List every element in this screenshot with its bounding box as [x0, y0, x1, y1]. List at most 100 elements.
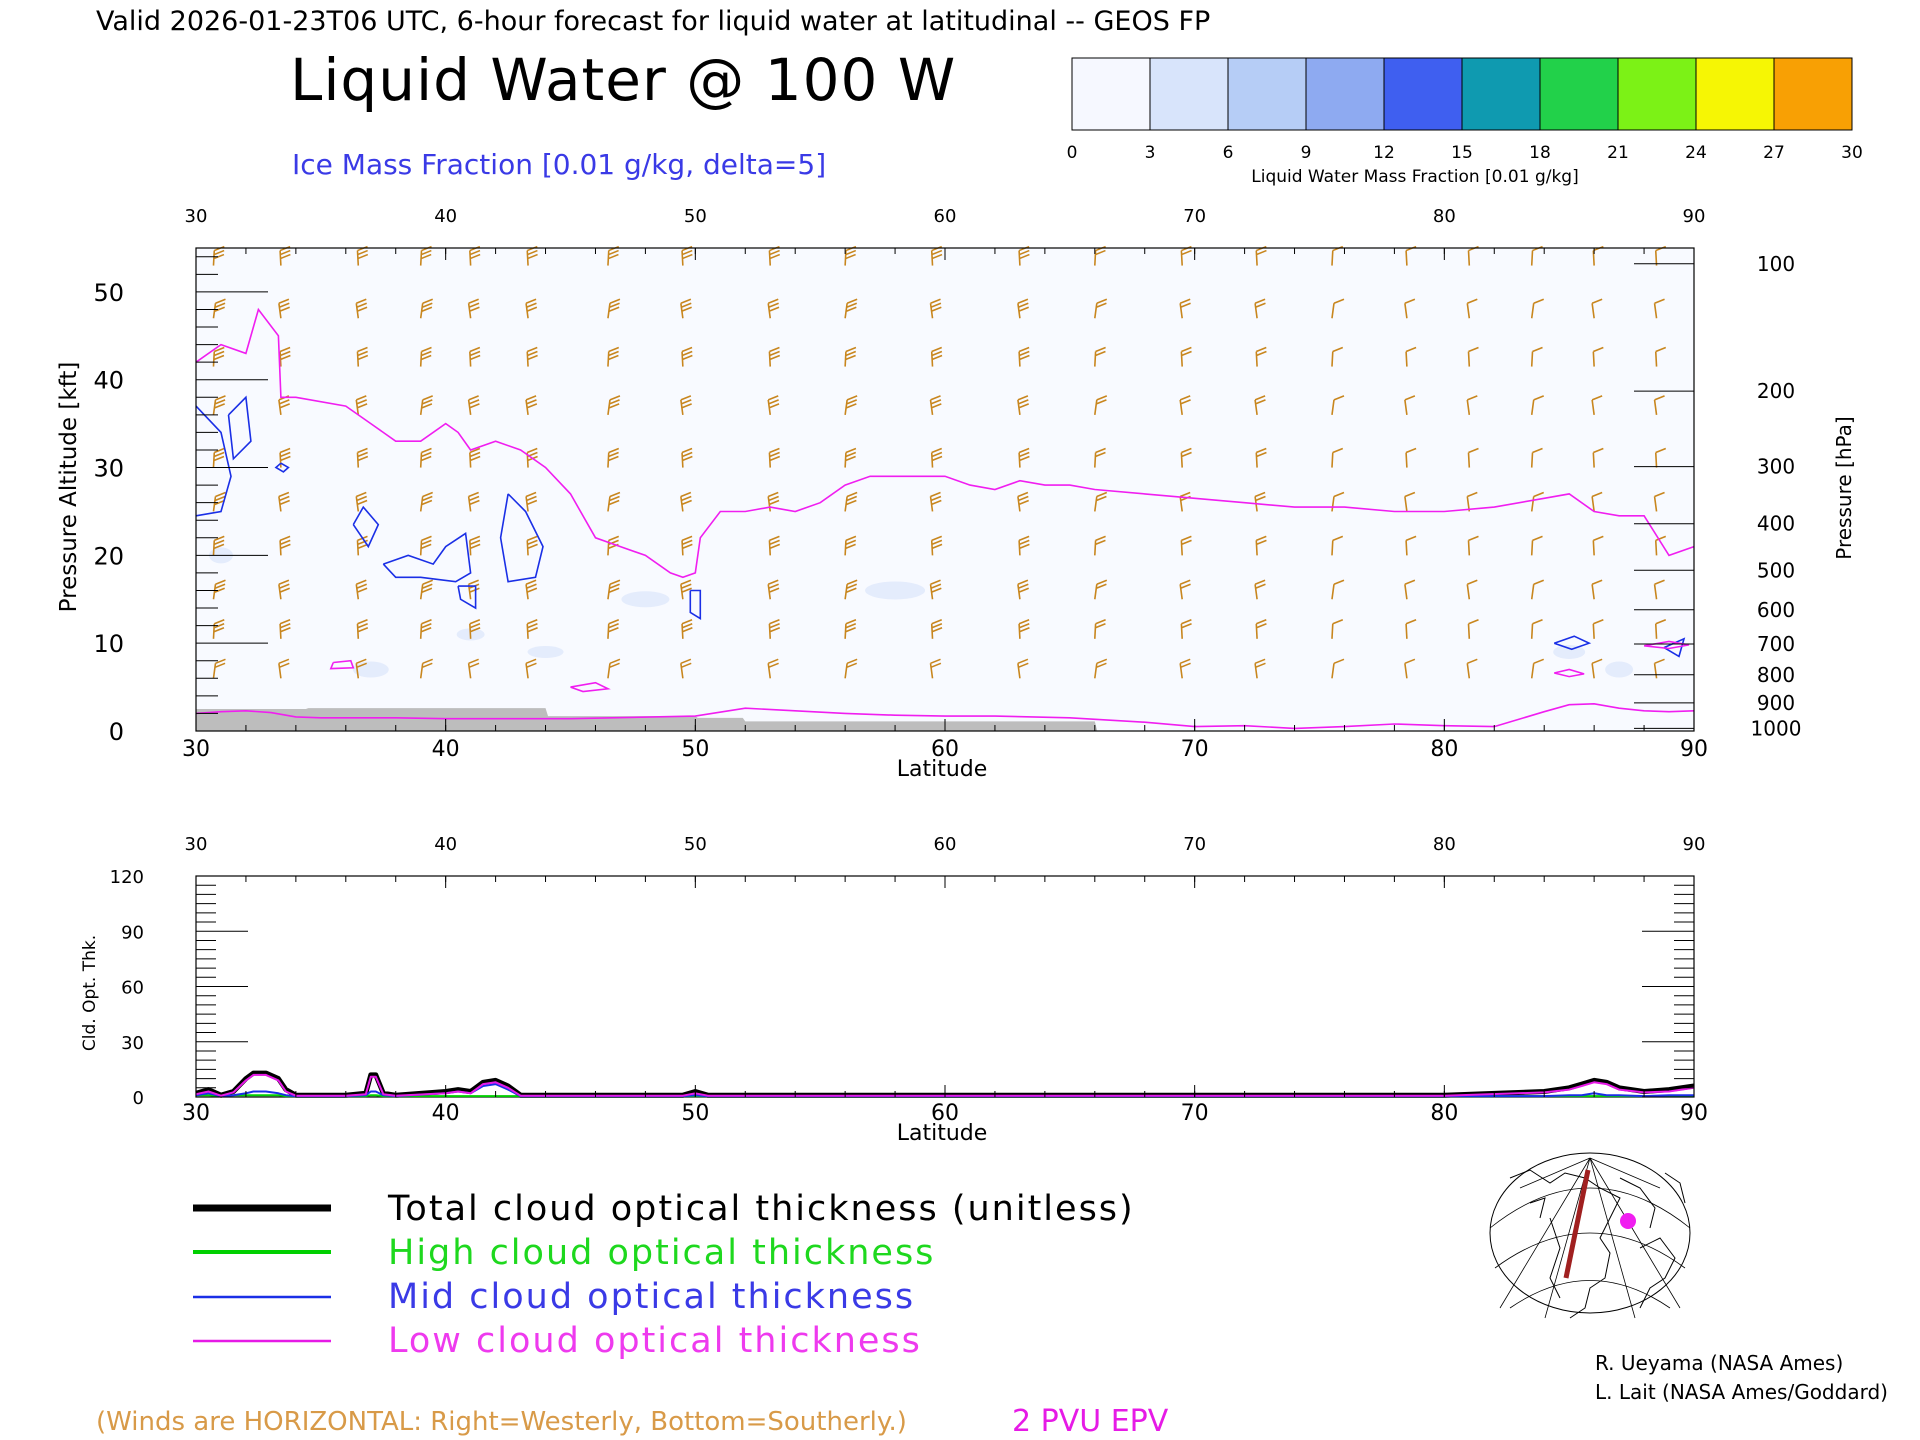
wind-barb	[1180, 535, 1192, 556]
wind-barb	[607, 395, 621, 415]
x-tick-label-top: 80	[1433, 206, 1456, 227]
wind-barb	[1254, 658, 1266, 679]
wind-barb	[607, 658, 621, 679]
wind-barb	[356, 346, 369, 367]
wind-barb	[930, 447, 943, 468]
wind-barb	[844, 346, 857, 367]
wind-barb	[1405, 346, 1417, 367]
wind-barb	[768, 619, 781, 639]
wind-barb	[1331, 395, 1345, 415]
legend-label-high: High cloud optical thickness	[388, 1233, 935, 1273]
legend-label-total: Total cloud optical thickness (unitless)	[387, 1189, 1135, 1229]
pressure-tick-label: 800	[1757, 663, 1795, 687]
wind-barb	[1094, 579, 1108, 600]
legend-label-mid: Mid cloud optical thickness	[388, 1277, 915, 1317]
wind-barb	[1094, 298, 1108, 319]
wind-barb	[526, 619, 538, 639]
wind-barb	[1180, 346, 1192, 367]
wind-barb	[1466, 395, 1478, 415]
wind-barb	[1094, 658, 1108, 679]
valid-line: Valid 2026-01-23T06 UTC, 6-hour forecast…	[96, 6, 1210, 37]
wind-barb	[1530, 346, 1543, 367]
wind-barb	[844, 535, 857, 556]
wind-barb	[469, 447, 481, 468]
wind-barb	[419, 395, 433, 415]
wind-barb	[1592, 346, 1604, 367]
wind-barb	[1653, 658, 1665, 679]
x-tick-label: 50	[681, 1101, 709, 1126]
wind-barb	[1255, 619, 1267, 639]
colorbar-swatch	[1695, 57, 1775, 131]
legend: Total cloud optical thickness (unitless)…	[193, 1189, 1135, 1361]
main-title: Liquid Water @ 100 W	[290, 46, 956, 114]
top-ylabel-right: Pressure [hPa]	[1832, 416, 1856, 559]
wind-barb	[212, 447, 225, 468]
wind-barb	[1094, 619, 1106, 639]
x-tick-label: 30	[182, 1101, 210, 1126]
colorbar-swatch	[1539, 57, 1619, 131]
wind-barb	[1404, 658, 1416, 679]
y-tick-label: 60	[121, 978, 144, 999]
top-ylabel: Pressure Altitude [kft]	[56, 362, 82, 613]
liquid-water-blob	[1553, 644, 1586, 659]
y-tick-label: 90	[121, 922, 144, 943]
wind-barb	[1404, 298, 1416, 319]
pressure-tick-label: 900	[1757, 691, 1795, 715]
plot-background	[196, 248, 1694, 731]
colorbar-swatch	[1383, 57, 1463, 131]
wind-barb	[1255, 346, 1267, 367]
wind-barb	[1254, 395, 1266, 415]
y-tick-label: 0	[109, 718, 124, 746]
wind-barb	[419, 447, 432, 468]
epv-2pvu-line	[195, 307, 1695, 579]
colorbar-swatch	[1149, 57, 1229, 131]
wind-barb	[1591, 395, 1603, 415]
locator-map	[1489, 1152, 1691, 1319]
wind-barb	[1404, 395, 1416, 415]
colorbar-swatch	[1305, 57, 1385, 131]
colorbar-tick-label: 9	[1301, 143, 1312, 163]
wind-barb	[1018, 619, 1030, 639]
wind-barb	[1255, 535, 1267, 556]
map-meridians	[1499, 1157, 1681, 1319]
wind-barb	[279, 535, 291, 556]
wind-barb	[1591, 658, 1603, 679]
wind-barb	[1530, 447, 1543, 468]
wind-barb	[278, 298, 290, 319]
credit-2: L. Lait (NASA Ames/Goddard)	[1595, 1380, 1888, 1404]
y-tick-label: 0	[133, 1088, 144, 1109]
wind-barb	[1331, 658, 1345, 679]
wind-barb	[844, 658, 858, 679]
wind-barb	[525, 298, 538, 319]
x-tick-label: 90	[1680, 1101, 1708, 1126]
wind-barb	[419, 298, 433, 319]
epv-label: 2 PVU EPV	[1012, 1404, 1169, 1439]
wind-barb	[467, 298, 480, 319]
liquid-water-blob	[621, 591, 670, 608]
wind-barb	[279, 447, 291, 468]
x-tick-label-top: 30	[185, 834, 208, 855]
wind-barb	[356, 447, 369, 468]
legend-label-low: Low cloud optical thickness	[388, 1321, 922, 1361]
wind-barb	[1017, 491, 1029, 512]
wind-barb	[355, 658, 367, 679]
wind-barb	[844, 619, 857, 639]
colorbar-tick-label: 27	[1763, 143, 1785, 163]
colorbar-tick-label: 21	[1607, 143, 1629, 163]
x-tick-label: 40	[432, 1101, 460, 1126]
wind-barb	[467, 658, 480, 679]
wind-barb	[681, 447, 693, 468]
wind-barb	[844, 395, 858, 415]
wind-barb	[1653, 395, 1665, 415]
y-tick-label: 10	[93, 630, 124, 658]
map-globe	[1489, 1152, 1691, 1314]
wind-barb	[607, 298, 621, 319]
x-tick-label-top: 50	[684, 834, 707, 855]
wind-barb	[1591, 491, 1603, 512]
series-line-2	[195, 1083, 1694, 1098]
wind-barb	[278, 491, 290, 512]
wind-barb	[1331, 346, 1344, 367]
map-location-dot	[1620, 1213, 1636, 1229]
wind-barb	[526, 535, 538, 556]
wind-barb	[1404, 491, 1416, 512]
